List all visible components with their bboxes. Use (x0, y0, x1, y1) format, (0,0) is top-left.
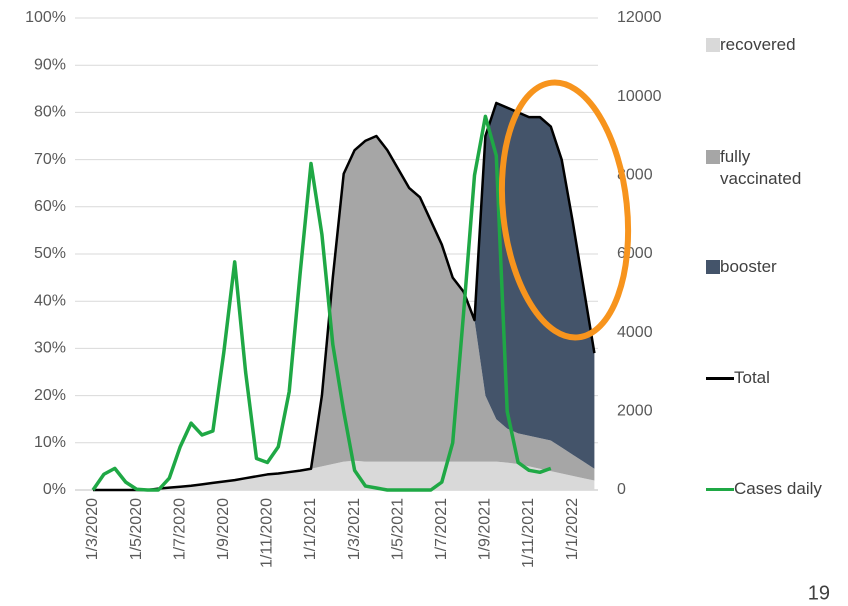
y2-tick-label: 0 (617, 481, 626, 498)
y2-tick-label: 10000 (617, 88, 662, 105)
legend-item: recovered (706, 34, 846, 56)
y2-tick-label: 2000 (617, 403, 653, 420)
x-tick-label: 1/11/2021 (520, 498, 537, 568)
y-tick-label: 20% (34, 387, 66, 404)
line-4 (91, 114, 552, 492)
y-tick-label: 30% (34, 340, 66, 357)
legend-item: Cases daily (706, 478, 846, 500)
y2-tick-label: 6000 (617, 245, 653, 262)
y-tick-label: 10% (34, 434, 66, 451)
legend-swatch (706, 488, 734, 491)
y-tick-label: 40% (34, 292, 66, 309)
y-tick-label: 100% (25, 9, 66, 26)
legend-label: Total (734, 368, 770, 387)
x-tick-label: 1/3/2021 (346, 498, 363, 560)
x-tick-label: 1/5/2021 (389, 498, 406, 560)
y-tick-label: 50% (34, 245, 66, 262)
legend-item: fully vaccinated (706, 146, 846, 190)
x-tick-label: 1/9/2021 (477, 498, 494, 560)
legend-label: recovered (720, 35, 796, 54)
y-tick-label: 60% (34, 198, 66, 215)
x-tick-label: 1/1/2022 (564, 498, 581, 560)
x-tick-label: 1/7/2021 (433, 498, 450, 560)
areas (93, 102, 595, 491)
line-3 (93, 101, 596, 492)
x-tick-label: 1/3/2020 (84, 498, 101, 560)
y-tick-label: 90% (34, 56, 66, 73)
legend-item: Total (706, 367, 846, 389)
lines (91, 101, 596, 492)
x-tick-label: 1/1/2021 (302, 498, 319, 560)
area-2 (93, 102, 595, 491)
legend-label: fully vaccinated (720, 147, 802, 188)
slide-number: 19 (808, 582, 830, 604)
x-tick-label: 1/5/2020 (128, 498, 145, 560)
labels: 0% 10% 20% 30% 40% 50% 60% 70% 80% 90% 100% 0 2000 40… (25, 9, 662, 568)
legend-swatch (706, 260, 720, 274)
x-tick-label: 1/9/2020 (215, 498, 232, 560)
area-1 (93, 136, 595, 490)
legend-label: booster (720, 257, 777, 276)
x-tick-label: 1/11/2020 (259, 498, 276, 568)
y-tick-label: 80% (34, 104, 66, 121)
x-tick-label: 1/7/2020 (171, 498, 188, 560)
legend-label: Cases daily (734, 479, 822, 498)
highlight-ellipse (498, 79, 632, 341)
y-tick-label: 70% (34, 151, 66, 168)
legend-swatch (706, 150, 720, 164)
y-tick-label: 0% (43, 481, 66, 498)
legend-item: booster (706, 256, 846, 278)
y2-tick-label: 12000 (617, 9, 662, 26)
legend-swatch (706, 38, 720, 52)
y2-tick-label: 4000 (617, 324, 653, 341)
legend-swatch (706, 377, 734, 380)
